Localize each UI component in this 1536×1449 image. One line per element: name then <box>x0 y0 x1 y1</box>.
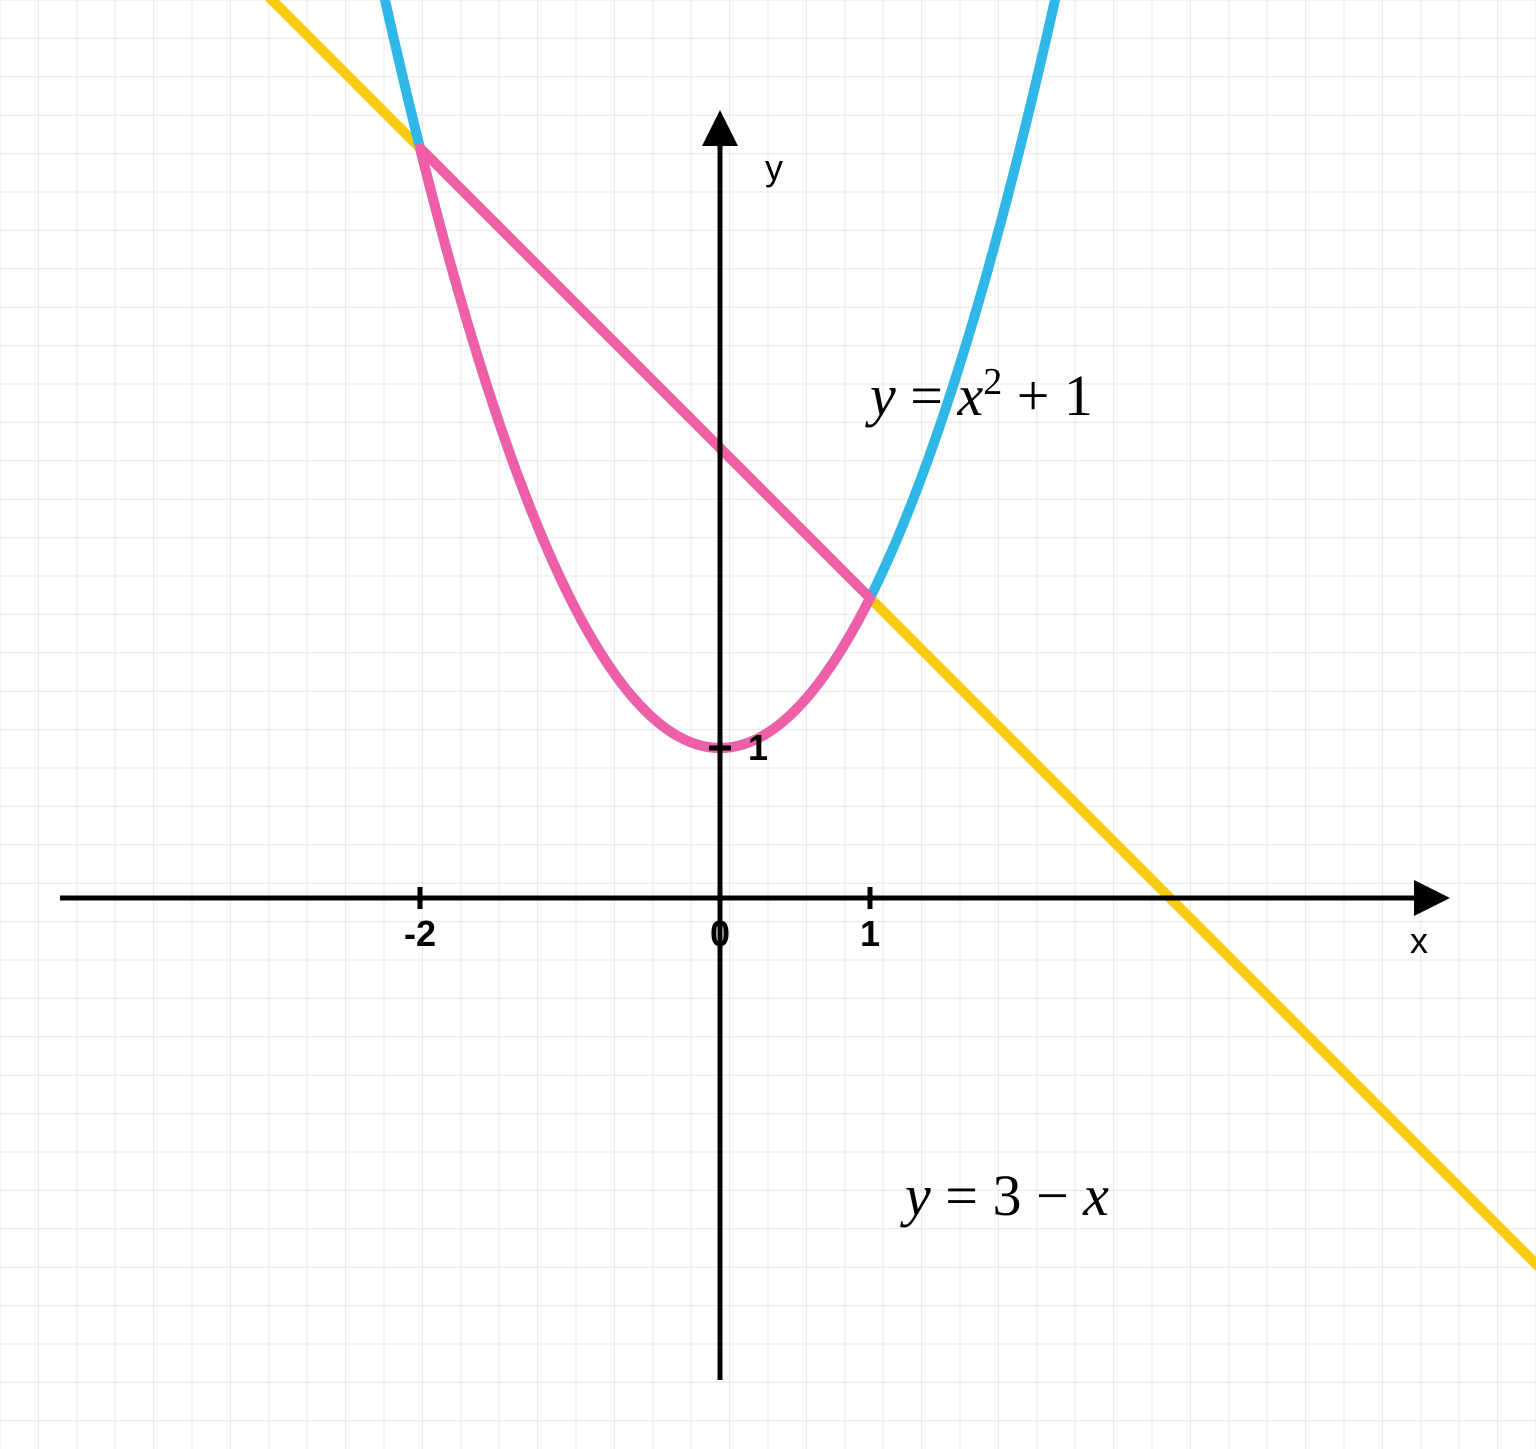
math-plot: -2 0 1 1 x y y = x2 + 1 y = 3 − x <box>0 0 1536 1449</box>
background-grid <box>0 0 1536 1449</box>
curves <box>270 0 1536 1318</box>
equation-label: y = 3 − x <box>900 1163 1109 1228</box>
line-curve <box>270 0 1536 1318</box>
y-tick-label: 1 <box>748 727 768 768</box>
x-tick-label: 0 <box>710 913 730 954</box>
equation-label: y = x2 + 1 <box>865 361 1093 428</box>
region-parabola-arc <box>420 148 870 748</box>
y-axis-label: y <box>765 147 783 188</box>
x-tick-label: 1 <box>860 913 880 954</box>
x-tick-label: -2 <box>404 913 436 954</box>
arrowhead-icon <box>1414 880 1450 916</box>
x-axis-label: x <box>1410 920 1428 961</box>
